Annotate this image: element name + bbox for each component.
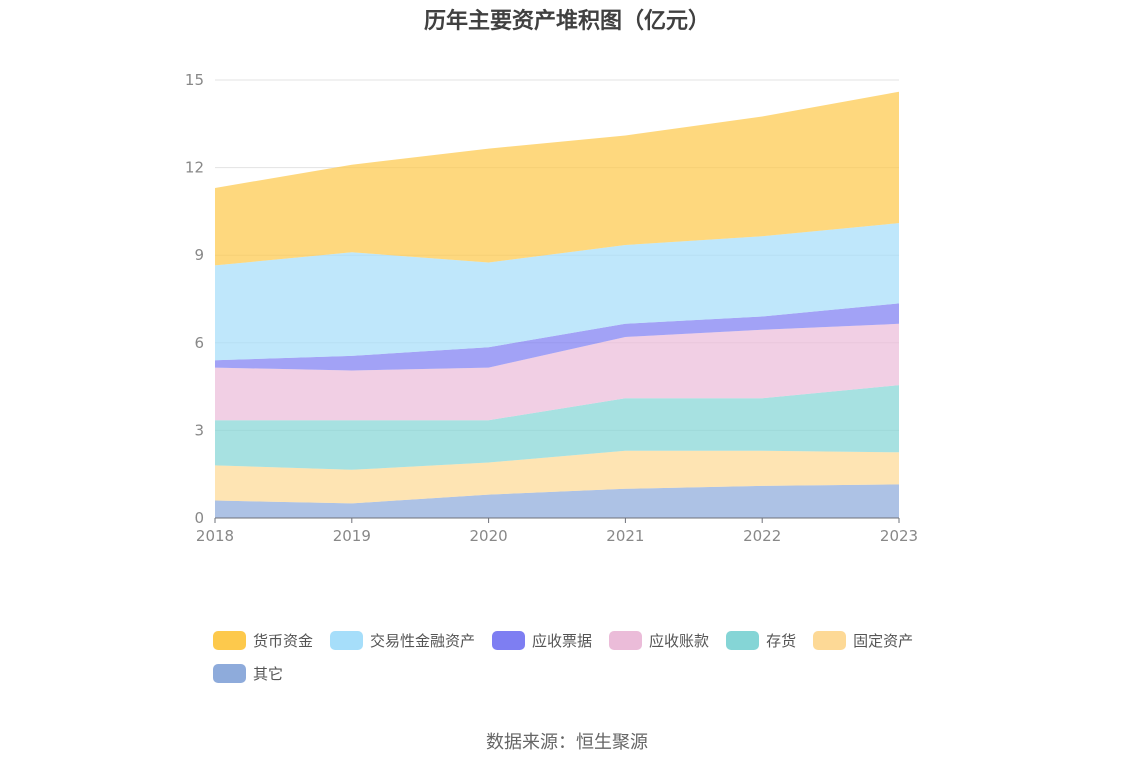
area-series-3[interactable] [215,323,899,421]
legend-label: 其它 [253,664,284,683]
area-series-1[interactable] [215,450,899,504]
legend-label: 存货 [766,631,797,650]
area-series-6[interactable] [215,91,899,266]
legend-label: 固定资产 [853,631,914,650]
legend-label: 应收票据 [532,631,593,650]
legend-item[interactable]: 其它 [213,663,283,683]
legend-item[interactable]: 存货 [726,630,796,650]
area-series-4[interactable] [215,303,899,371]
legend-item[interactable]: 固定资产 [813,630,913,650]
chart-title: 历年主要资产堆积图（亿元） [423,9,710,34]
legend-swatch [813,630,847,650]
x-tick-label: 2022 [743,527,781,545]
legend-swatch [213,630,246,650]
legend-label: 货币资金 [253,631,314,650]
legend-item[interactable]: 交易性金融资产 [330,630,475,650]
x-tick-label: 2023 [880,527,918,545]
legend-swatch [213,663,246,683]
area-series-0[interactable] [215,484,899,518]
x-tick-label: 2018 [196,527,234,545]
legend-swatch [609,630,643,650]
y-tick-label: 12 [185,159,204,177]
y-tick-label: 6 [194,334,204,352]
axis-layer: 0 3 6 9 12 15 2018 2019 2020 2021 2022 2023 [185,71,918,545]
legend: 货币资金 交易性金融资产 应收票据 应收账款 存货 固定资产其它 [213,630,973,683]
legend-label: 交易性金融资产 [370,631,476,650]
legend-swatch [492,630,526,650]
legend-label: 应收账款 [649,631,710,650]
data-source: 数据来源：恒生聚源 [486,732,648,753]
x-tick-label: 2021 [606,527,644,545]
area-layer [215,91,899,518]
legend-item[interactable]: 应收账款 [609,630,709,650]
legend-item[interactable]: 货币资金 [213,630,313,650]
y-tick-label: 15 [185,71,204,89]
x-tick-label: 2020 [470,527,508,545]
y-tick-label: 9 [194,246,204,264]
area-series-2[interactable] [215,385,899,470]
x-tick-label: 2019 [333,527,371,545]
area-series-5[interactable] [215,223,899,361]
legend-swatch [330,630,364,650]
legend-swatch [726,630,760,650]
legend-item[interactable]: 应收票据 [492,630,592,650]
y-tick-label: 3 [194,421,204,439]
y-tick-label: 0 [194,509,204,527]
